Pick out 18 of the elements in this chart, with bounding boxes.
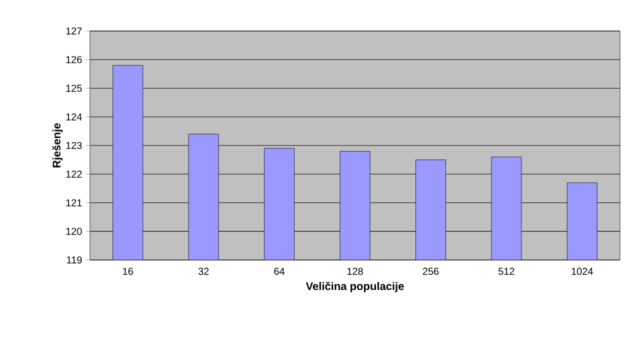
y-tick-label: 122: [66, 170, 82, 178]
x-tick-label: 256: [422, 268, 439, 275]
x-tick-label: 512: [498, 268, 514, 275]
x-axis-title: Veličina populacije: [306, 282, 404, 292]
y-axis-title: Rješenje: [52, 123, 63, 168]
x-tick-label: 16: [123, 268, 133, 275]
y-tick-label: 127: [66, 28, 82, 34]
y-tick-label: 119: [67, 256, 82, 264]
x-tick-label: 64: [274, 268, 285, 275]
y-tick-label: 126: [66, 56, 82, 64]
y-tick-label: 125: [66, 84, 82, 92]
y-tick-label: 121: [66, 199, 82, 206]
y-tick-label: 123: [66, 142, 82, 150]
x-tick-label: 1024: [572, 268, 593, 275]
x-tick-label: 32: [198, 268, 209, 275]
y-tick-label: 120: [66, 228, 82, 235]
x-tick-label: 128: [347, 268, 363, 275]
y-tick-label: 124: [66, 113, 82, 120]
